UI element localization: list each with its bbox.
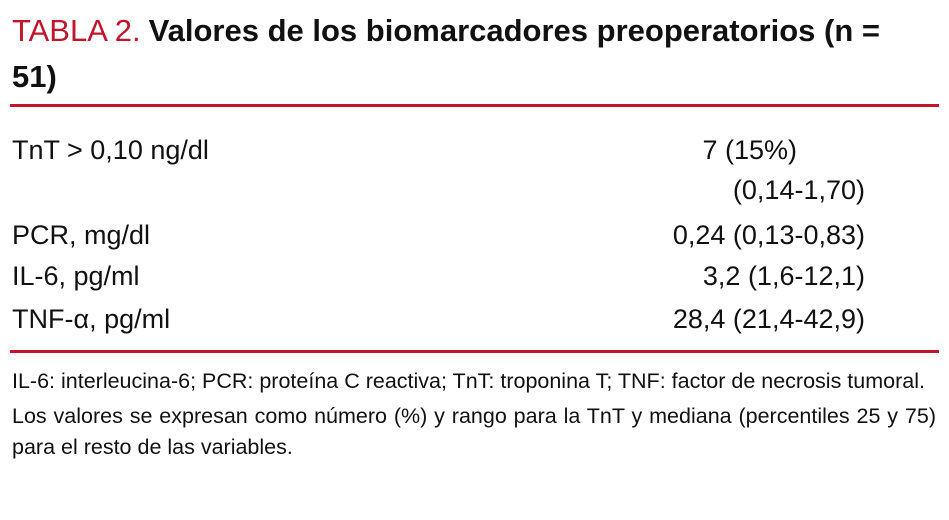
table-heading: Valores de los biomarcadores preoperator…	[12, 13, 881, 94]
row-label: IL-6, pg/ml	[12, 261, 140, 291]
footnote: IL-6: interleucina-6; PCR: proteína C re…	[12, 369, 925, 393]
row-label: TnT > 0,10 ng/dl	[12, 135, 209, 165]
table-title: TABLA 2. Valores de los biomarcadores pre…	[12, 8, 912, 100]
table-label: TABLA 2.	[12, 13, 141, 48]
row-value: 3,2 (1,6-12,1)	[702, 261, 865, 291]
row-label: TNF-α, pg/ml	[12, 304, 171, 334]
row-value: (0,14-1,70)	[732, 175, 865, 205]
row-value: 7 (15%)	[702, 135, 797, 165]
row-label: PCR, mg/dl	[12, 220, 151, 250]
rule	[10, 104, 939, 107]
row-value: 0,24 (0,13-0,83)	[672, 220, 865, 250]
footnotes: IL-6: interleucina-6; PCR: proteína C re…	[12, 366, 936, 467]
footnote: Los valores se expresan como número (%) …	[12, 404, 936, 459]
row-value: 28,4 (21,4-42,9)	[672, 304, 865, 334]
rule	[10, 350, 939, 353]
